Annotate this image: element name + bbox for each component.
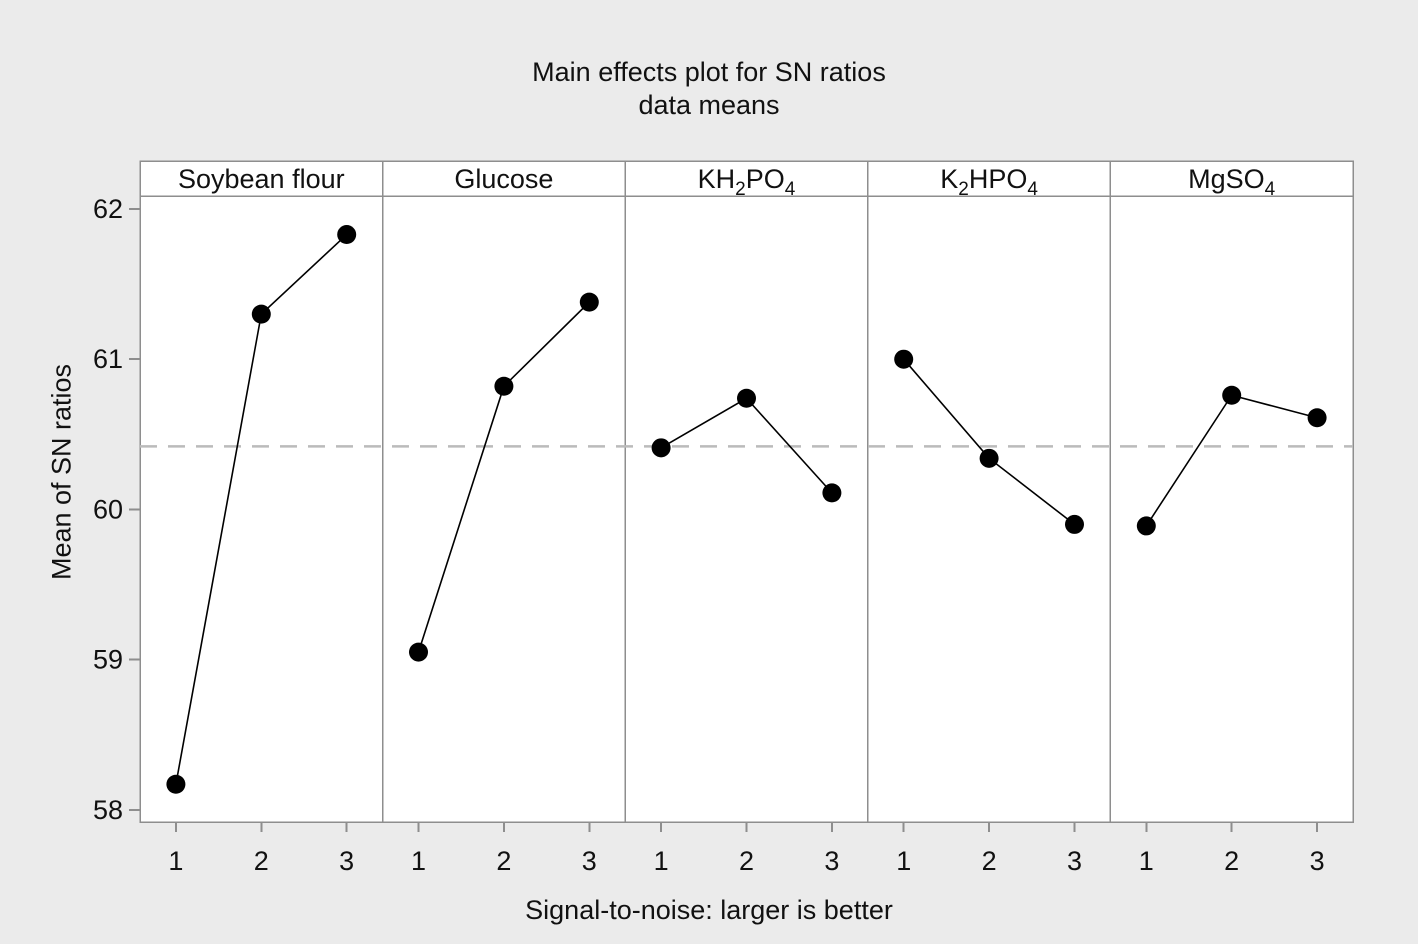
panel-title: Soybean flour xyxy=(178,164,345,194)
chart-title-block: Main effects plot for SN ratios data mea… xyxy=(0,56,1418,122)
panel-plot-cell xyxy=(867,195,1112,823)
panel-title-segment: 4 xyxy=(1027,179,1038,200)
data-point xyxy=(494,376,514,396)
x-tick-label: 3 xyxy=(582,846,597,876)
panel-header-cell xyxy=(1109,160,1354,197)
panel-plot-cell xyxy=(624,195,869,823)
data-point xyxy=(166,774,186,794)
x-tick-label: 2 xyxy=(496,846,511,876)
panel-title: Glucose xyxy=(454,164,553,194)
data-point xyxy=(979,448,999,468)
panel-title-segment: MgSO xyxy=(1188,164,1265,194)
x-tick-label: 1 xyxy=(654,846,669,876)
data-point xyxy=(1307,408,1327,428)
panel-title-segment: K xyxy=(940,164,958,194)
x-tick-label: 3 xyxy=(1310,846,1325,876)
panel-title-segment: HPO xyxy=(969,164,1028,194)
data-point xyxy=(251,304,271,324)
panel-title: K2HPO4 xyxy=(940,164,1038,200)
panel-plot-cell xyxy=(1109,195,1354,823)
panel-title-segment: 4 xyxy=(785,179,796,200)
y-tick-label: 62 xyxy=(93,194,123,224)
x-tick-label: 1 xyxy=(896,846,911,876)
data-point xyxy=(579,292,599,312)
x-tick-label: 3 xyxy=(339,846,354,876)
chart-subtitle: data means xyxy=(638,90,780,120)
data-point xyxy=(737,388,756,408)
x-tick-label: 2 xyxy=(982,846,997,876)
x-tick-label: 1 xyxy=(411,846,426,876)
panel-title-segment: 4 xyxy=(1265,179,1276,200)
x-tick-label: 2 xyxy=(1224,846,1239,876)
panel-title: KH2PO4 xyxy=(698,164,796,200)
y-tick-label: 61 xyxy=(93,344,123,374)
data-point xyxy=(651,438,671,458)
y-tick-label: 60 xyxy=(93,494,123,524)
panel-title-segment: Glucose xyxy=(454,164,553,194)
data-point xyxy=(1136,516,1156,536)
x-tick-label: 3 xyxy=(824,846,839,876)
panel-title-segment: KH xyxy=(698,164,736,194)
panel-title-segment: 2 xyxy=(958,179,969,200)
panel-title-segment: 2 xyxy=(735,179,746,200)
panel-title-segment: PO xyxy=(746,164,785,194)
data-point xyxy=(822,483,842,503)
panel-title: MgSO4 xyxy=(1188,164,1276,200)
panel-plot-cell xyxy=(139,195,384,823)
x-axis-label: Signal-to-noise: larger is better xyxy=(525,895,893,925)
data-point xyxy=(1222,385,1242,405)
y-tick-label: 59 xyxy=(93,645,123,675)
x-tick-label: 3 xyxy=(1067,846,1082,876)
data-point xyxy=(894,349,914,369)
x-tick-label: 2 xyxy=(739,846,754,876)
panel-title-segment: Soybean flour xyxy=(178,164,345,194)
data-point xyxy=(337,225,357,245)
x-tick-label: 1 xyxy=(1139,846,1154,876)
panel-plot-cell xyxy=(381,195,626,823)
x-tick-label: 2 xyxy=(254,846,269,876)
data-point xyxy=(1064,514,1084,534)
data-point xyxy=(409,642,429,662)
x-tick-label: 1 xyxy=(168,846,183,876)
y-tick-label: 58 xyxy=(93,795,123,825)
chart-title: Main effects plot for SN ratios xyxy=(532,57,886,87)
